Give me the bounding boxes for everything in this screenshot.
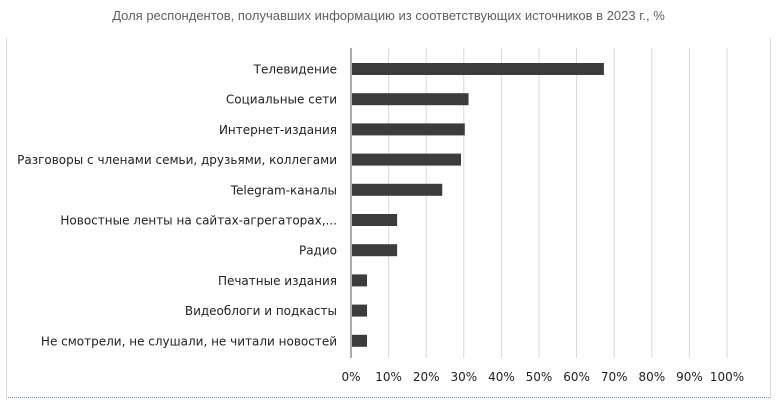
category-label: Видеоблоги и подкасты (185, 304, 337, 318)
category-labels: Телевидение Социальные сети Интернет-издан… (17, 63, 337, 349)
x-tick-label: 80% (638, 370, 665, 384)
x-tick-label: 10% (375, 370, 402, 384)
x-tick-label: 60% (563, 370, 590, 384)
bar (352, 123, 465, 136)
category-label: Интернет-издания (219, 123, 337, 137)
chart-frame (6, 38, 771, 398)
x-tick-label: 0% (341, 370, 360, 384)
bar (352, 63, 604, 75)
bar (352, 153, 462, 166)
category-label: Telegram-каналы (230, 183, 337, 197)
bar (352, 334, 368, 347)
grid-lines (350, 48, 728, 358)
category-label: Новостные ленты на сайтах-агрегаторах,..… (60, 214, 337, 228)
bar (352, 304, 368, 317)
bar (352, 274, 368, 287)
chart-title: Доля респондентов, получавших информацию… (112, 8, 665, 23)
bar (352, 93, 469, 106)
category-label: Не смотрели, не слушали, не читали новос… (41, 334, 337, 348)
bar (352, 214, 398, 226)
category-label: Радио (299, 244, 337, 258)
bar (352, 244, 398, 257)
x-tick-label: 40% (488, 370, 515, 384)
bar (352, 183, 443, 196)
x-tick-label: 20% (413, 370, 440, 384)
category-label: Телевидение (253, 63, 337, 77)
x-tick-label: 30% (450, 370, 477, 384)
x-tick-label: 50% (526, 370, 553, 384)
category-label: Разговоры с членами семьи, друзьями, кол… (17, 153, 337, 167)
category-label: Печатные издания (218, 274, 337, 288)
category-label: Социальные сети (226, 93, 337, 107)
x-tick-label: 70% (601, 370, 628, 384)
x-tick-label: 100% (710, 370, 744, 384)
bars (352, 63, 604, 347)
x-tick-label: 90% (676, 370, 703, 384)
x-tick-labels: 0% 10% 20% 30% 40% 50% 60% 70% 80% 90% 100% (341, 370, 744, 384)
